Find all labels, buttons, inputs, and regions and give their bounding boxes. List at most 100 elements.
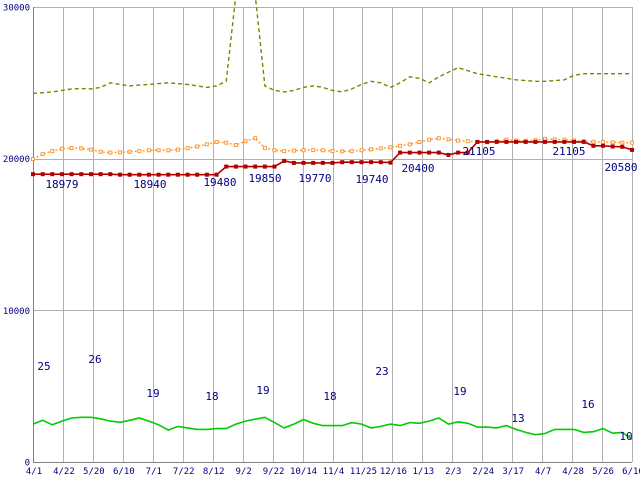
data-point-marker: [214, 172, 219, 177]
data-point-marker: [146, 172, 151, 177]
data-point-label: 18940: [133, 178, 166, 191]
data-point-marker: [127, 149, 132, 154]
x-tick-label: 10/14: [290, 467, 317, 477]
data-point-marker: [79, 172, 84, 177]
x-tick-label: 6/10: [113, 467, 135, 477]
data-point-label: 18: [205, 390, 218, 403]
x-axis-tick-labels: 4/1 4/22 5/20 6/10 7/1 7/22 8/12 9/2 9/22 10/14 11…: [26, 467, 640, 477]
data-point-marker: [60, 146, 64, 151]
data-point-marker: [233, 164, 238, 169]
x-tick-label: 5/26: [592, 467, 614, 477]
data-point-marker: [465, 150, 470, 155]
data-point-label: 13: [511, 412, 524, 425]
x-tick-label: 11/25: [350, 467, 377, 477]
data-point-marker: [340, 149, 345, 154]
data-point-marker: [282, 158, 287, 163]
data-point-label: 19480: [203, 176, 236, 189]
data-point-marker: [108, 150, 113, 155]
data-point-marker: [504, 139, 509, 144]
data-point-marker: [456, 138, 461, 143]
data-point-marker: [581, 139, 586, 144]
series-line: [32, 416, 633, 440]
data-point-label: 21105: [462, 145, 495, 158]
data-point-marker: [446, 137, 451, 142]
x-tick-label: 9/2: [236, 467, 252, 477]
data-point-marker: [69, 172, 74, 177]
y-tick-label: 20000: [3, 155, 30, 165]
data-point-marker: [378, 146, 383, 151]
data-point-marker: [243, 139, 248, 144]
data-point-label: 23: [375, 365, 388, 378]
data-point-marker: [417, 140, 422, 144]
x-tick-label: 8/12: [203, 467, 225, 477]
data-point-marker: [388, 160, 393, 165]
data-point-marker: [543, 139, 547, 144]
data-point-marker: [108, 172, 113, 177]
data-point-marker: [146, 148, 151, 153]
data-point-marker: [224, 140, 229, 145]
data-point-marker: [485, 139, 490, 144]
data-point-marker: [320, 160, 325, 165]
data-point-marker: [301, 148, 306, 153]
data-point-marker: [98, 149, 103, 154]
x-tick-label: 2/3: [445, 467, 461, 477]
data-point-marker: [79, 146, 84, 151]
data-point-label: 19850: [248, 172, 281, 185]
data-point-marker: [388, 145, 393, 150]
data-point-marker: [40, 172, 45, 177]
data-point-marker: [272, 164, 277, 169]
data-point-marker: [601, 143, 605, 148]
x-tick-label: 4/1: [26, 467, 42, 477]
data-point-label: 16: [581, 398, 594, 411]
data-point-marker: [175, 172, 180, 177]
data-point-marker: [166, 148, 171, 153]
data-point-marker: [494, 139, 499, 144]
data-point-marker: [127, 172, 132, 177]
data-point-label: 19: [256, 384, 269, 397]
series-line: [32, 0, 632, 95]
data-point-label: 19740: [355, 173, 388, 186]
data-point-label: 19: [146, 387, 159, 400]
y-axis-tick-labels: 0 10000 20000 30000: [3, 4, 30, 469]
series-olive-dashed-upper: [32, 0, 632, 95]
data-point-marker: [398, 143, 403, 148]
data-point-marker: [195, 172, 200, 177]
data-point-marker: [175, 147, 180, 152]
data-point-marker: [31, 157, 35, 161]
data-point-marker: [378, 160, 383, 165]
x-tick-label: 4/22: [53, 467, 75, 477]
data-point-marker: [282, 149, 287, 154]
data-point-label: 20580: [604, 161, 637, 174]
series-red-solid-lower: [31, 139, 634, 177]
data-point-marker: [156, 148, 161, 153]
x-tick-label: 4/28: [562, 467, 584, 477]
data-point-marker: [349, 149, 354, 154]
data-point-label: 19: [453, 385, 466, 398]
x-tick-label: 1/13: [413, 467, 435, 477]
data-point-marker: [359, 160, 364, 165]
data-point-marker: [185, 172, 190, 177]
data-point-marker: [330, 149, 335, 154]
data-point-marker: [311, 147, 316, 152]
data-point-marker: [514, 139, 519, 144]
data-point-marker: [475, 139, 480, 144]
data-point-marker: [166, 172, 171, 177]
data-point-marker: [533, 139, 538, 144]
data-point-marker: [137, 172, 142, 177]
data-point-marker: [523, 139, 528, 144]
data-point-marker: [233, 143, 238, 147]
data-point-marker: [369, 147, 374, 152]
data-point-marker: [89, 147, 93, 152]
data-point-marker: [118, 172, 122, 177]
data-point-marker: [610, 140, 615, 145]
data-point-marker: [31, 172, 35, 177]
data-point-marker: [427, 137, 432, 142]
data-point-marker: [610, 144, 615, 149]
data-point-marker: [407, 150, 412, 155]
data-point-marker: [436, 136, 441, 141]
data-point-marker: [417, 150, 422, 155]
data-point-marker: [291, 160, 296, 165]
data-point-marker: [185, 146, 190, 151]
